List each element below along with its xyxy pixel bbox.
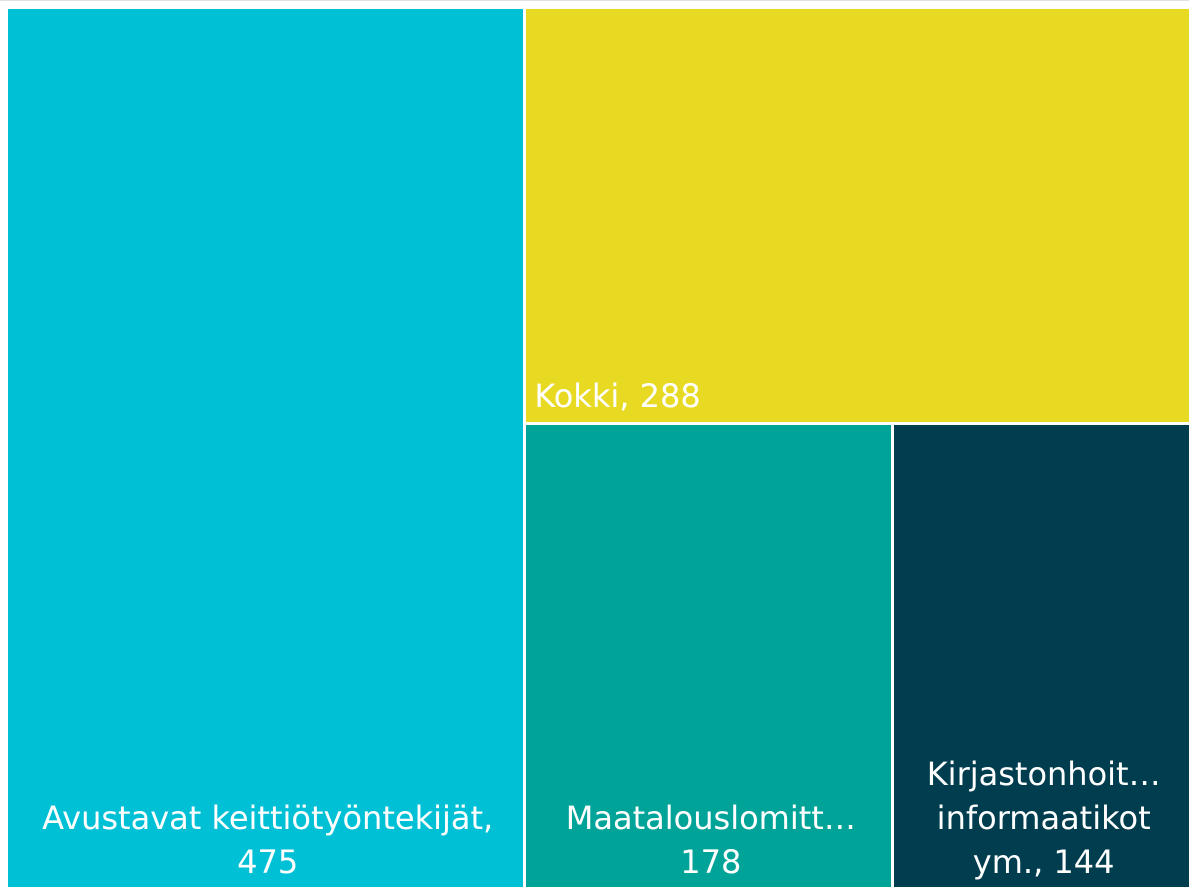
tile: Avustavat keittiötyöntekijät, 475 xyxy=(8,9,524,887)
tile-label: Maatalouslomitt… 178 xyxy=(565,798,856,881)
tile: Maatalouslomitt… 178 xyxy=(526,425,892,887)
tile-label: Kirjastonhoit… informaatikot ym., 144 xyxy=(926,754,1161,881)
tile: Kirjastonhoit… informaatikot ym., 144 xyxy=(894,425,1189,887)
tile: Kokki, 288 xyxy=(526,9,1189,423)
tile-label: Kokki, 288 xyxy=(534,377,701,416)
tile-label: Avustavat keittiötyöntekijät, 475 xyxy=(42,799,494,881)
